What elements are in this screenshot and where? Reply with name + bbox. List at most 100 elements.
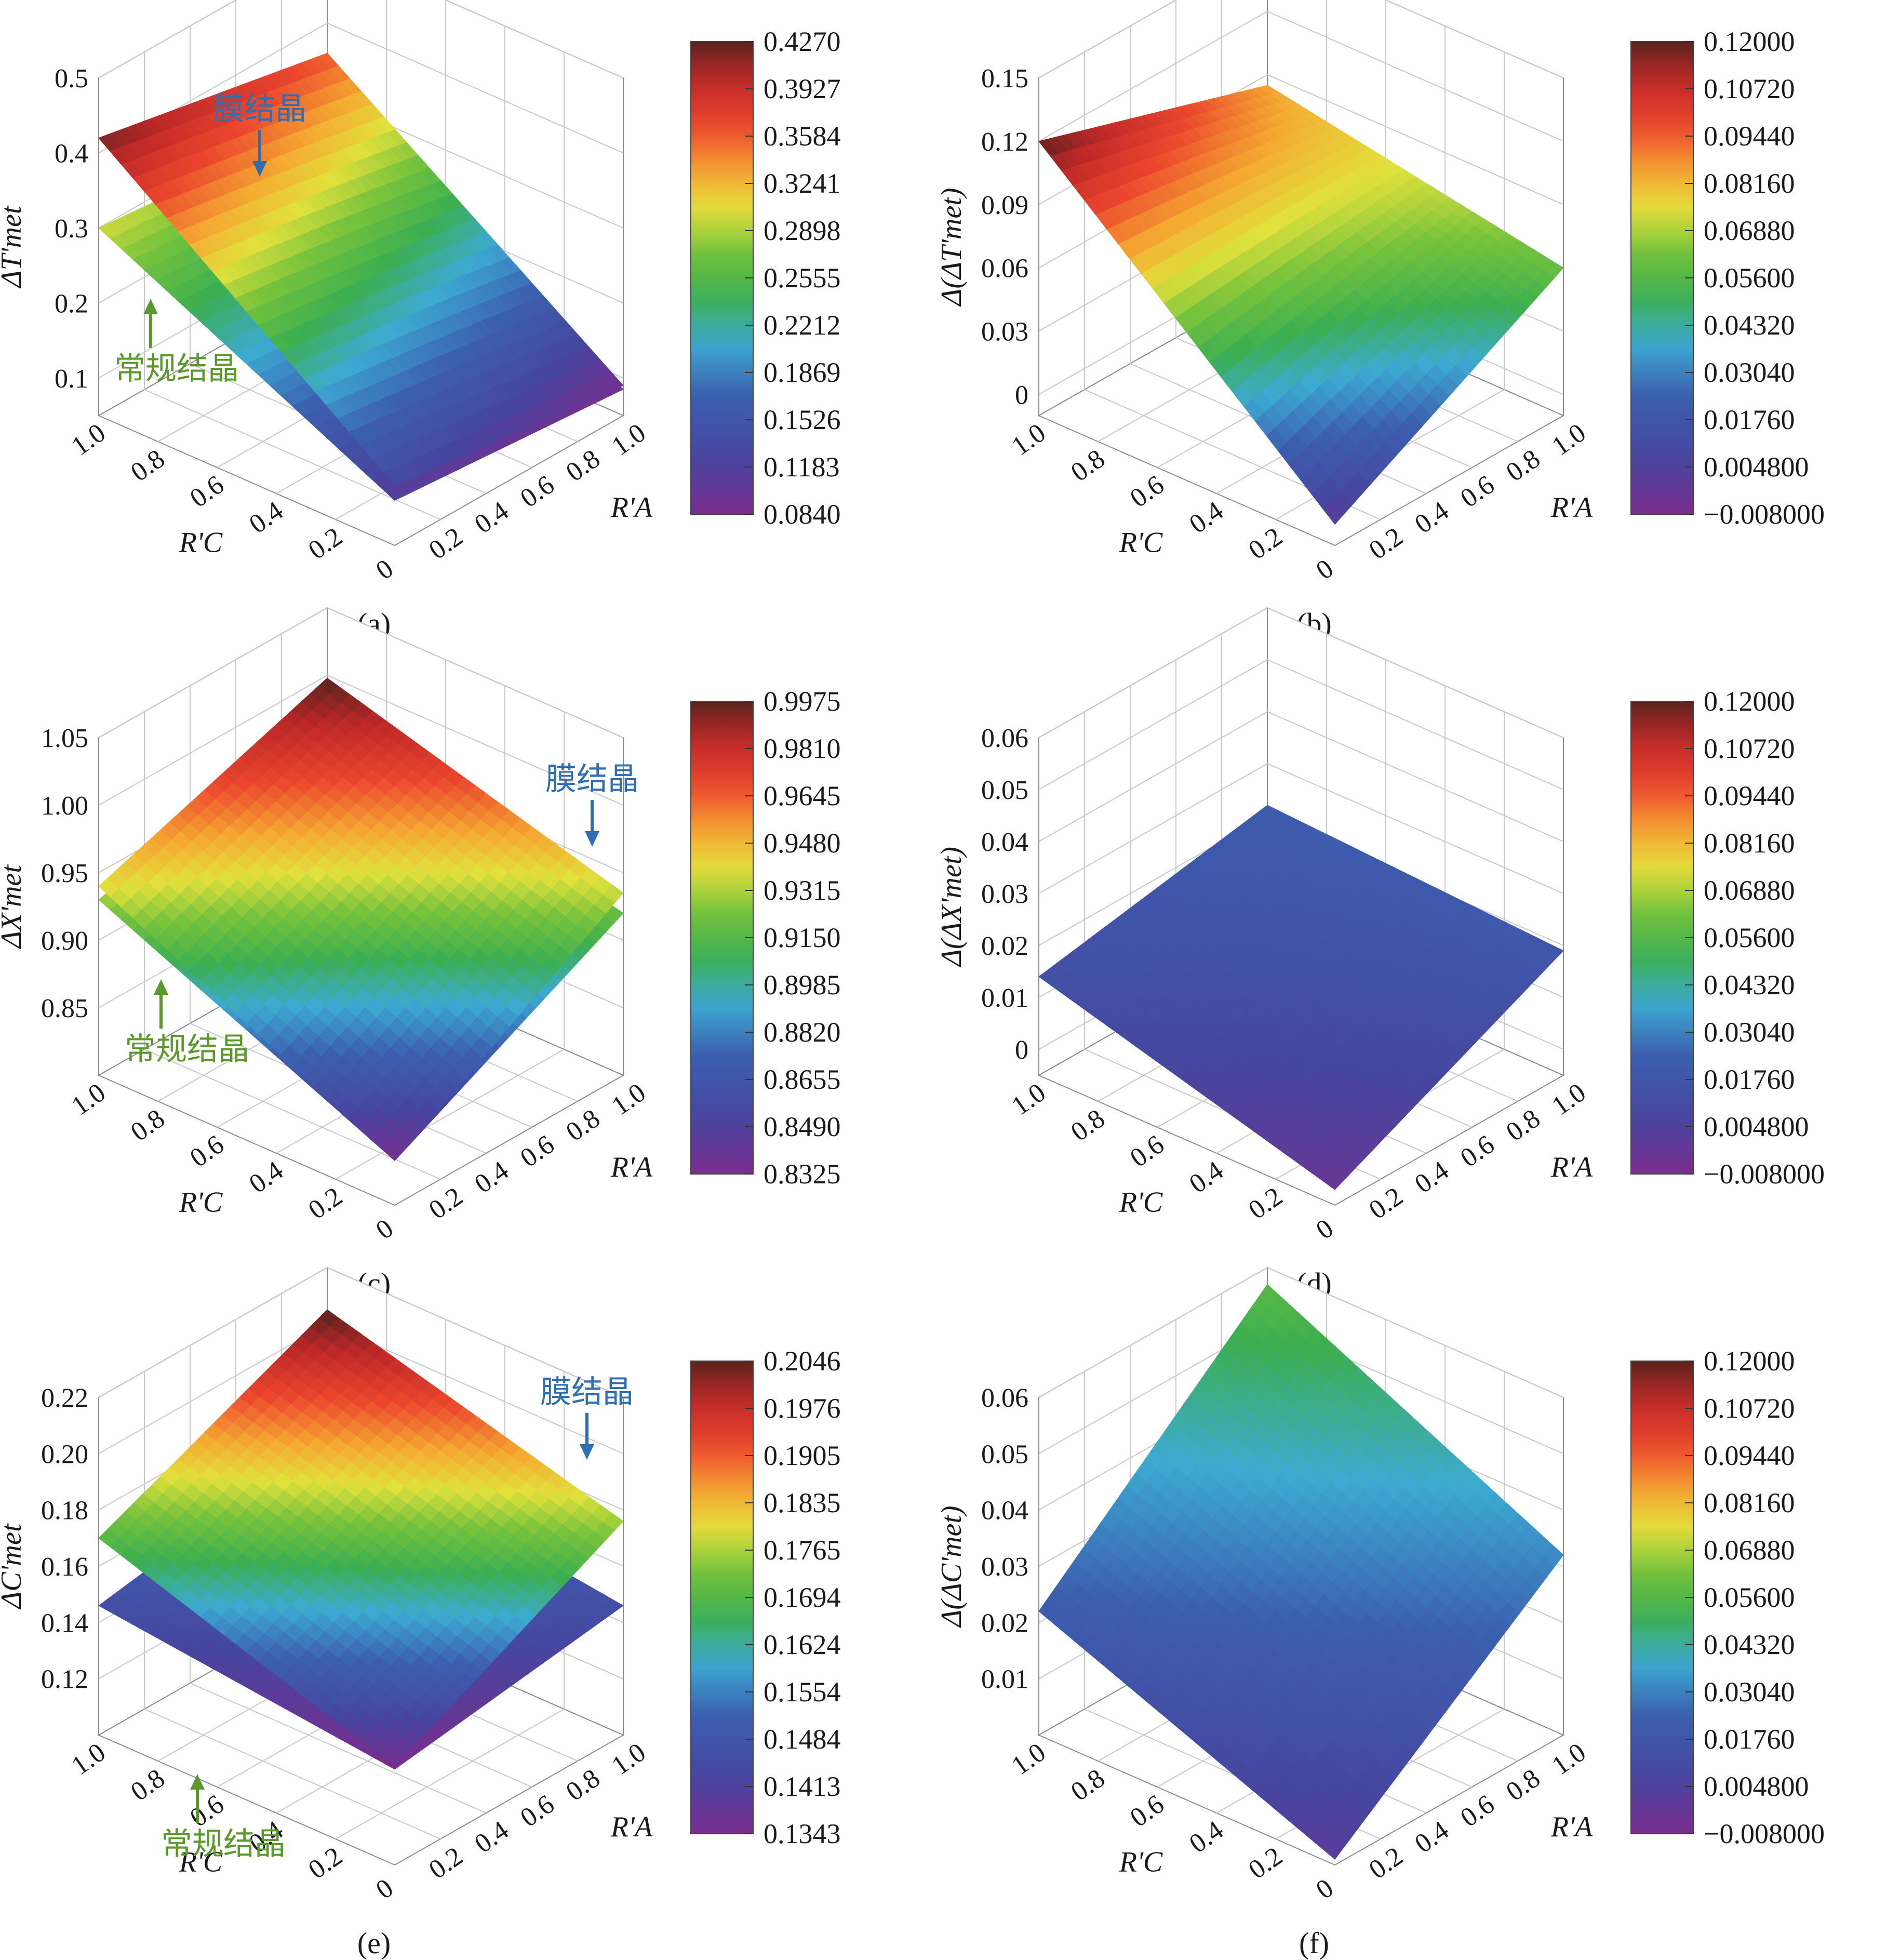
colorbar-label: 0.0840 [764,499,841,530]
x-tick-label: 0.4 [244,496,289,539]
y-tick-label: 0.2 [1364,522,1409,565]
y-tick-label: 0.2 [1364,1181,1409,1225]
y-tick-label: 1.0 [1547,418,1591,461]
y-axis-title: R'A [1550,1151,1593,1183]
z-tick-label: 1.00 [41,791,88,821]
x-tick-label: 0.8 [1066,1103,1110,1147]
x-tick-label: 1.0 [66,418,111,461]
z-tick-label: 0.06 [981,254,1028,284]
colorbar-label: 0.1183 [764,451,840,483]
colorbar-label: 0.05600 [1704,262,1795,294]
colorbar-label: 0.9975 [764,686,841,717]
x-tick-label: 1.0 [1007,1077,1051,1121]
x-tick-label: 0 [371,554,399,586]
z-tick-label: 0.12 [981,127,1028,157]
y-tick-label: 1.0 [607,418,651,461]
z-tick-label: 0.06 [981,724,1028,753]
z-tick-label: 0.1 [55,364,88,394]
y-tick-label: 0.8 [561,444,606,487]
y-tick-label: 0.4 [470,1155,514,1199]
gridline [98,0,624,78]
y-axis-title: R'A [1550,491,1593,524]
colorbar-label: 0.2898 [764,215,841,246]
panel-5: 0.220.200.180.160.140.121.00.80.60.40.20… [0,1266,841,1960]
colorbar-label: −0.008000 [1704,499,1825,530]
z-tick-label: 0.90 [41,926,88,956]
x-axis-title: R'C [1119,527,1163,559]
x-tick-label: 0.8 [126,444,170,487]
colorbar-label: 0.03040 [1704,357,1795,388]
x-tick-label: 1.0 [1007,418,1051,461]
z-axis-title: ΔX'met [0,864,28,949]
panel-3: 1.051.000.950.900.851.00.80.60.40.200.20… [0,607,841,1300]
panel-2: 0.150.120.090.060.0301.00.80.60.40.200.2… [935,0,1825,641]
y-tick-label: 0.6 [515,470,560,513]
colorbar-label: 0.2555 [764,262,841,294]
conventional-label: 常规结晶 [125,1032,249,1066]
y-tick-label: 0.6 [1455,1129,1500,1173]
colorbar-label: 0.12000 [1704,26,1795,57]
colorbar-label: 0.09440 [1704,780,1795,811]
x-axis-title: R'C [179,1186,223,1219]
z-tick-label: 0.05 [981,776,1028,805]
colorbar-label: 0.10720 [1704,73,1795,104]
colorbar-label: 0.05600 [1704,922,1795,953]
surfaces [98,52,624,501]
y-tick-label: 0.4 [470,496,514,539]
x-axis-title: R'C [1119,1186,1163,1219]
membrane-label: 膜结晶 [213,92,306,126]
colorbar-gradient [690,41,754,515]
colorbar-label: 0.9315 [764,875,841,906]
y-tick-label: 1.0 [607,1077,651,1121]
colorbar-label: 0.8325 [764,1158,841,1190]
y-axis-title: R'A [610,1151,653,1183]
x-tick-label: 0.2 [1243,1181,1288,1225]
y-axis-title: R'A [610,491,653,524]
z-tick-label: 0.03 [981,879,1028,909]
membrane-label: 膜结晶 [545,762,639,796]
z-tick-label: 1.05 [41,724,88,753]
x-tick-label: 0.6 [185,1129,230,1173]
colorbar-gradient [1630,701,1694,1175]
panel-1: 0.50.40.30.20.11.00.80.60.40.200.20.40.6… [0,0,841,641]
colorbar-label: 0.2212 [764,310,841,341]
x-tick-label: 0.8 [1066,444,1110,487]
colorbar-label: 0.06880 [1704,875,1795,906]
x-tick-label: 0.6 [1125,470,1170,513]
colorbar-label: 0.004800 [1704,1111,1809,1142]
colorbar-label: 0.9480 [764,828,841,859]
colorbar-label: 0.3584 [764,121,841,152]
colorbar-label: 0.1526 [764,404,841,435]
x-tick-label: 0.2 [303,1181,348,1225]
colorbar-label: 0.8985 [764,969,841,1001]
colorbar: 0.120000.107200.094400.081600.068800.056… [1630,686,1825,1190]
x-tick-label: 0.6 [185,470,230,513]
x-tick-label: 0.2 [303,522,348,565]
colorbar-label: 0.04320 [1704,310,1795,341]
x-tick-label: 0.4 [1184,1155,1229,1199]
y-tick-label: 0.6 [1455,470,1500,513]
y-tick-label: 0.8 [561,1103,606,1147]
colorbar-label: 0.01760 [1704,1064,1795,1095]
x-tick-label: 0.8 [126,1103,170,1147]
y-tick-label: 0.8 [1501,1103,1546,1147]
gridline [144,389,441,520]
z-tick-label: 0.5 [55,64,88,94]
colorbar-label: 0.8820 [764,1017,841,1048]
colorbar-label: −0.008000 [1704,1158,1825,1190]
z-tick-label: 0.02 [981,931,1028,961]
colorbar-label: 0.12000 [1704,686,1795,717]
colorbar-label: 0.4270 [764,26,841,57]
x-tick-label: 1.0 [66,1077,111,1121]
z-tick-label: 0.4 [55,139,88,168]
z-tick-label: 0.03 [981,317,1028,347]
x-axis-title: R'C [179,527,223,559]
z-tick-label: 0.04 [981,828,1028,857]
z-tick-label: 0.01 [981,983,1028,1013]
z-tick-label: 0.09 [981,191,1028,220]
z-tick-label: 0 [1015,1035,1028,1065]
colorbar-label: 0.09440 [1704,121,1795,152]
y-tick-label: 1.0 [1547,1077,1591,1121]
colorbar-label: 0.9645 [764,780,841,811]
